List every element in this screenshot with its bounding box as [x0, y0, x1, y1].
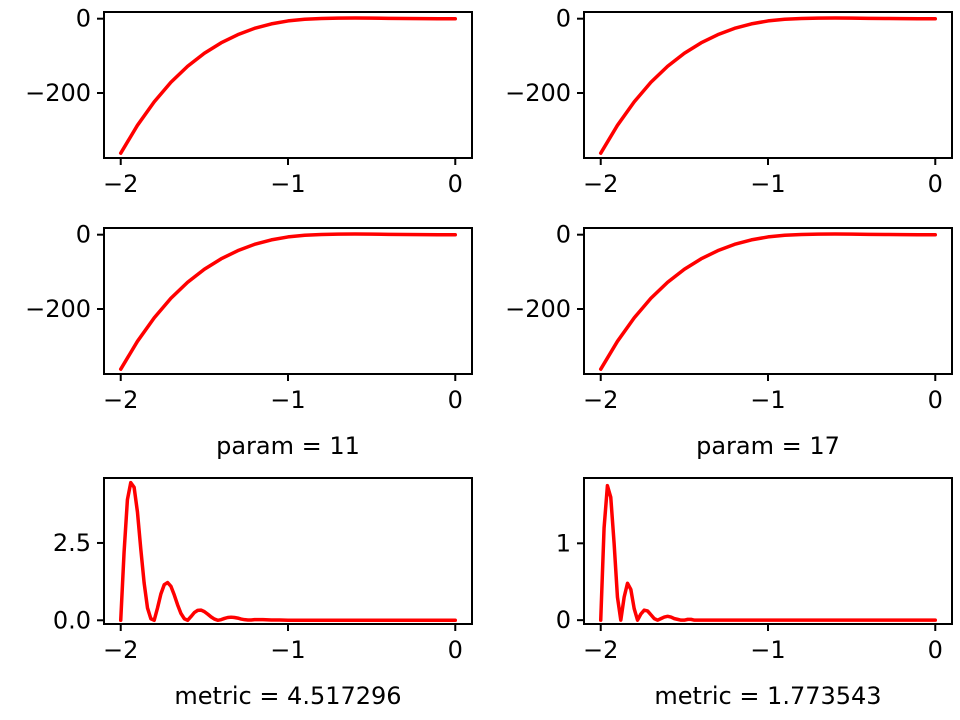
y-tick-label: 0 — [556, 221, 571, 249]
series-line — [598, 232, 938, 371]
series-line — [118, 16, 458, 155]
axes-frame — [103, 11, 473, 159]
x-tick-label: 0 — [448, 170, 463, 198]
x-tick-label: −2 — [583, 636, 618, 664]
axes-frame — [583, 477, 953, 625]
subplot-2: −2 −1 0 −200 0 — [505, 5, 953, 198]
y-tick-label: −200 — [25, 295, 91, 323]
subplot-3: −2 −1 0 −200 0 param = 11 — [25, 221, 473, 460]
y-tick-label: 0 — [556, 606, 571, 634]
x-axis-label: metric = 1.773543 — [654, 682, 881, 710]
y-tick-label: 1 — [556, 529, 571, 557]
x-tick-label: −2 — [583, 170, 618, 198]
x-tick-label: −2 — [583, 386, 618, 414]
x-tick-label: −1 — [270, 386, 305, 414]
subplot-5: −2 −1 0 0.0 2.5 metric = 4.517296 — [53, 477, 473, 710]
y-tick-label: −200 — [25, 79, 91, 107]
series-line — [118, 232, 458, 371]
x-tick-label: 0 — [928, 170, 943, 198]
x-tick-label: −1 — [750, 386, 785, 414]
x-axis-label: param = 17 — [696, 432, 840, 460]
series-line — [598, 16, 938, 155]
y-tick-label: 0 — [556, 5, 571, 33]
x-tick-label: −1 — [270, 170, 305, 198]
axes-frame — [583, 11, 953, 159]
y-tick-label: 0 — [76, 221, 91, 249]
x-tick-label: 0 — [448, 636, 463, 664]
subplot-6: −2 −1 0 0 1 metric = 1.773543 — [556, 477, 953, 710]
x-tick-label: 0 — [448, 386, 463, 414]
x-tick-label: −1 — [750, 170, 785, 198]
axes-frame — [583, 227, 953, 375]
y-tick-label: −200 — [505, 79, 571, 107]
x-tick-label: −2 — [103, 386, 138, 414]
y-tick-label: 2.5 — [53, 529, 91, 557]
x-tick-label: −2 — [103, 170, 138, 198]
y-tick-label: 0 — [76, 5, 91, 33]
x-tick-label: −1 — [750, 636, 785, 664]
axes-frame — [103, 227, 473, 375]
y-tick-label: 0.0 — [53, 606, 91, 634]
x-tick-label: −1 — [270, 636, 305, 664]
x-axis-label: metric = 4.517296 — [174, 682, 401, 710]
x-tick-label: 0 — [928, 386, 943, 414]
x-axis-label: param = 11 — [216, 432, 360, 460]
subplot-1: −2 −1 0 −200 0 — [25, 5, 473, 198]
series-line — [598, 483, 938, 622]
x-tick-label: 0 — [928, 636, 943, 664]
y-tick-label: −200 — [505, 295, 571, 323]
subplot-4: −2 −1 0 −200 0 param = 17 — [505, 221, 953, 460]
series-line — [118, 480, 458, 623]
x-tick-label: −2 — [103, 636, 138, 664]
